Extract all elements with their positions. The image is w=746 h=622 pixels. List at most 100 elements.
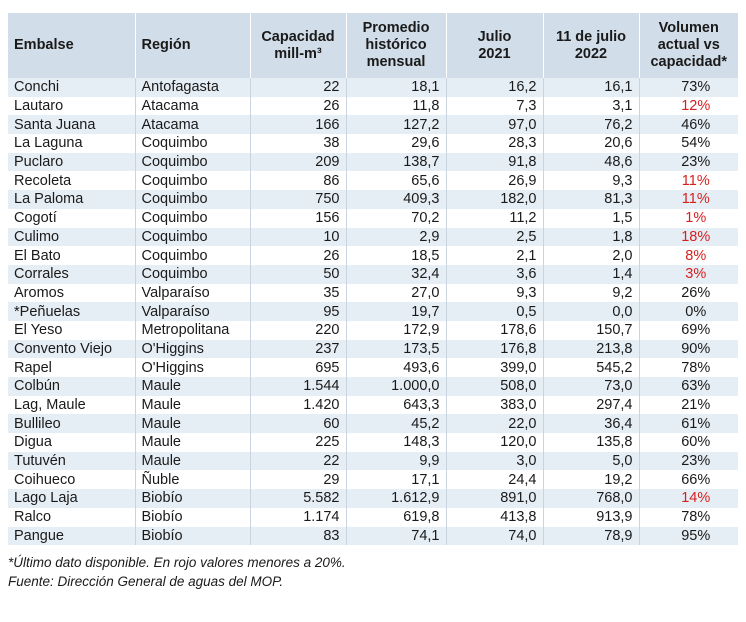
cell-capacidad: 220 [250,320,347,340]
cell-julio2022: 78,9 [543,526,640,546]
header-embalse: Embalse [8,13,136,78]
cell-promedio: 11,8 [346,96,447,116]
cell-volumen: 0% [639,302,738,321]
cell-embalse: Bullileo [8,414,136,434]
cell-embalse: La Paloma [8,190,136,209]
cell-capacidad: 209 [250,152,347,172]
header-julio-2021-line2: 2021 [478,45,511,62]
cell-julio2022: 545,2 [543,358,640,377]
cell-region: Coquimbo [135,264,251,284]
header-promedio-line2: histórico [365,37,427,53]
cell-julio2021: 2,5 [446,227,544,247]
cell-julio2021: 9,3 [446,283,544,303]
cell-region: O'Higgins [135,358,251,377]
cell-volumen: 23% [639,152,738,172]
cell-julio2021: 0,5 [446,302,544,321]
cell-region: Biobío [135,507,251,527]
cell-capacidad: 695 [250,358,347,377]
header-julio-2022: 11 de julio 2022 [543,13,640,78]
cell-promedio: 32,4 [346,264,447,284]
cell-region: Maule [135,377,251,396]
cell-volumen: 54% [639,134,738,153]
cell-promedio: 409,3 [346,190,447,209]
cell-region: Coquimbo [135,208,251,228]
cell-capacidad: 225 [250,433,347,452]
cell-embalse: Lag, Maule [8,395,136,415]
cell-julio2021: 22,0 [446,414,544,434]
header-row: Embalse Región Capacidad mill-m³ Promedi… [8,13,738,78]
reservoir-table: Embalse Región Capacidad mill-m³ Promedi… [8,13,738,546]
cell-julio2022: 0,0 [543,302,640,321]
cell-capacidad: 50 [250,264,347,284]
cell-embalse: Culimo [8,227,136,247]
table-row: Pangue Biobío 83 74,1 74,0 78,9 95% [8,526,738,546]
cell-embalse: Corrales [8,264,136,284]
cell-promedio: 17,1 [346,470,447,490]
cell-embalse: Santa Juana [8,115,136,135]
table-row: *Peñuelas Valparaíso 95 19,7 0,5 0,0 0% [8,302,738,321]
table-row: Coihueco Ñuble 29 17,1 24,4 19,2 66% [8,470,738,490]
cell-julio2021: 24,4 [446,470,544,490]
cell-julio2021: 176,8 [446,339,544,359]
cell-embalse: Rapel [8,358,136,377]
cell-capacidad: 22 [250,78,347,97]
header-julio-2022-line1: 11 de julio [555,28,627,45]
cell-embalse: Recoleta [8,171,136,191]
cell-embalse: Lago Laja [8,489,136,508]
cell-capacidad: 35 [250,283,347,303]
table-row: Lago Laja Biobío 5.582 1.612,9 891,0 768,0 14% [8,489,738,508]
cell-capacidad: 1.544 [250,377,347,396]
reservoir-table-container: Embalse Región Capacidad mill-m³ Promedi… [8,13,738,591]
cell-embalse: Ralco [8,507,136,527]
header-promedio-line3: mensual [366,54,426,70]
cell-embalse: La Laguna [8,134,136,153]
cell-julio2021: 182,0 [446,190,544,209]
cell-promedio: 493,6 [346,358,447,377]
cell-julio2022: 150,7 [543,320,640,340]
cell-julio2022: 1,4 [543,264,640,284]
cell-julio2022: 76,2 [543,115,640,135]
cell-promedio: 74,1 [346,526,447,546]
cell-region: Atacama [135,96,251,116]
footnote-legend: *Último dato disponible. En rojo valores… [8,555,346,571]
cell-region: Antofagasta [135,78,251,97]
cell-promedio: 619,8 [346,507,447,527]
cell-capacidad: 60 [250,414,347,434]
cell-julio2022: 3,1 [543,96,640,116]
cell-embalse: El Yeso [8,320,136,340]
cell-capacidad: 38 [250,134,347,153]
cell-julio2021: 7,3 [446,96,544,116]
cell-capacidad: 5.582 [250,489,347,508]
cell-volumen: 63% [639,377,738,396]
cell-region: Valparaíso [135,283,251,303]
header-volumen: Volumen actual vs capacidad* [639,13,738,78]
cell-julio2021: 399,0 [446,358,544,377]
cell-julio2021: 91,8 [446,152,544,172]
cell-volumen: 18% [639,227,738,247]
cell-volumen: 14% [639,489,738,508]
cell-promedio: 1.000,0 [346,377,447,396]
cell-promedio: 45,2 [346,414,447,434]
cell-julio2021: 413,8 [446,507,544,527]
cell-volumen: 8% [639,246,738,265]
cell-capacidad: 83 [250,526,347,546]
cell-julio2022: 73,0 [543,377,640,396]
cell-julio2022: 19,2 [543,470,640,490]
cell-volumen: 11% [639,171,738,191]
cell-julio2022: 135,8 [543,433,640,452]
cell-volumen: 78% [639,507,738,527]
cell-embalse: Conchi [8,78,136,97]
cell-capacidad: 1.420 [250,395,347,415]
cell-volumen: 60% [639,433,738,452]
table-row: Ralco Biobío 1.174 619,8 413,8 913,9 78% [8,507,738,527]
cell-julio2021: 178,6 [446,320,544,340]
cell-region: Maule [135,414,251,434]
cell-embalse: Pangue [8,526,136,546]
cell-volumen: 26% [639,283,738,303]
cell-julio2021: 3,0 [446,451,544,471]
cell-region: Ñuble [135,470,251,490]
cell-region: Valparaíso [135,302,251,321]
cell-julio2022: 16,1 [543,78,640,97]
cell-julio2022: 297,4 [543,395,640,415]
cell-julio2022: 20,6 [543,134,640,153]
